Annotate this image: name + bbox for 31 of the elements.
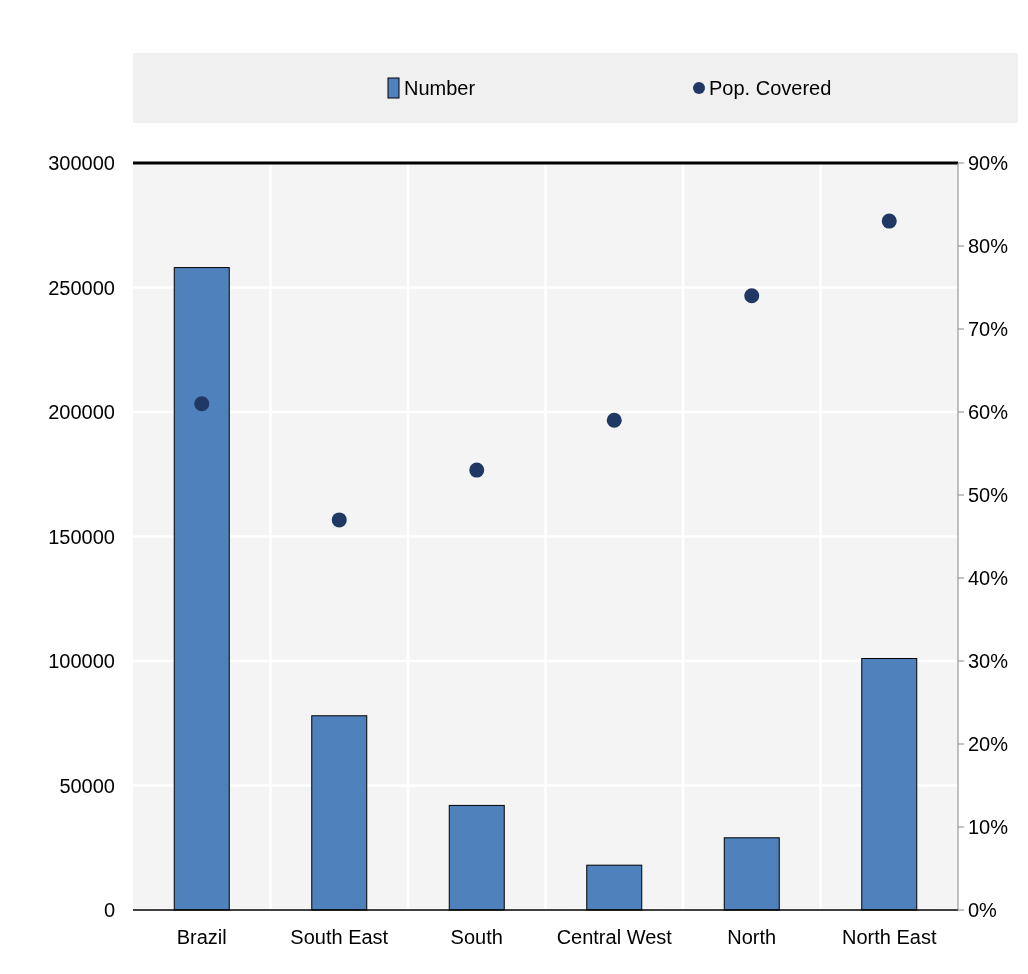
- y2-tick-label: 10%: [968, 816, 1009, 838]
- y2-tick-label: 80%: [968, 235, 1009, 257]
- x-tick-label: North: [727, 926, 777, 948]
- point: [881, 213, 897, 229]
- y2-tick-label: 30%: [968, 650, 1009, 672]
- point: [469, 462, 485, 478]
- y2-tick-label: 70%: [968, 318, 1009, 340]
- y2-tick-label: 50%: [968, 484, 1009, 506]
- point: [606, 412, 622, 428]
- point: [194, 396, 210, 412]
- y2-tick-label: 90%: [968, 152, 1009, 174]
- y-tick-label: 0: [103, 899, 115, 921]
- y-tick-label: 250000: [48, 276, 115, 299]
- y2-tick-label: 40%: [968, 567, 1009, 589]
- y2-tick-label: 60%: [968, 401, 1009, 423]
- point: [331, 512, 347, 528]
- y2-tick-label: 0%: [968, 899, 998, 921]
- x-tick-label: South East: [290, 926, 389, 948]
- x-tick-label: Central West: [556, 926, 673, 948]
- y-tick-label: 300000: [48, 152, 115, 174]
- point: [744, 288, 760, 304]
- legend-label: Number: [404, 77, 476, 99]
- x-tick-label: South: [450, 926, 503, 948]
- y-tick-label: 100000: [48, 650, 115, 672]
- x-tick-label: Brazil: [176, 926, 227, 948]
- x-tick-label: North East: [842, 926, 937, 948]
- y-tick-label: 200000: [48, 401, 115, 423]
- y-tick-label: 50000: [59, 774, 115, 797]
- legend-label: Pop. Covered: [709, 77, 832, 99]
- y-tick-label: 150000: [48, 525, 115, 548]
- y2-tick-label: 20%: [968, 733, 1009, 755]
